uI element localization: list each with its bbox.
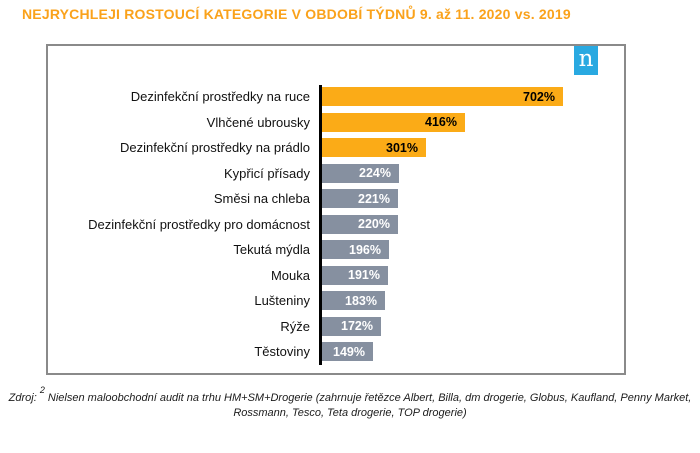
bar: 224% xyxy=(322,163,399,183)
chart-frame: n Dezinfekční prostředky na ruce 702% Vlhč… xyxy=(46,44,626,375)
bar-row: Směsi na chleba 221% xyxy=(48,189,624,208)
category-label: Rýže xyxy=(280,318,310,334)
category-label: Těstoviny xyxy=(254,344,310,359)
axis-baseline xyxy=(319,85,322,365)
bar: 149% xyxy=(322,342,373,361)
category-label: Dezinfekční prostředky pro domácnost xyxy=(88,216,310,232)
bar-row: Dezinfekční prostředky pro domácnost 220% xyxy=(48,214,624,234)
value-label: 196% xyxy=(349,242,381,257)
bar-rows: Dezinfekční prostředky na ruce 702% Vlhčen… xyxy=(48,87,624,361)
nielsen-logo: n xyxy=(574,46,598,75)
bar-row: Rýže 172% xyxy=(48,316,624,336)
bar-row: Tekutá mýdla 196% xyxy=(48,240,624,259)
value-label: 220% xyxy=(358,217,390,231)
value-label: 416% xyxy=(425,115,457,129)
source-note: Zdroj: 2 Nielsen maloobchodní audit na t… xyxy=(4,386,696,421)
bar: 301% xyxy=(322,138,426,157)
category-label: Tekutá mýdla xyxy=(233,242,310,257)
value-label: 183% xyxy=(345,293,377,308)
source-note-text: Nielsen maloobchodní audit na trhu HM+SM… xyxy=(47,392,692,419)
bar: 221% xyxy=(322,189,398,208)
bar: 196% xyxy=(322,240,389,259)
bar: 220% xyxy=(322,214,398,234)
chart-title: NEJRYCHLEJI ROSTOUCÍ KATEGORIE V OBDOBÍ … xyxy=(22,6,571,22)
value-label: 301% xyxy=(386,140,418,155)
value-label: 191% xyxy=(348,268,380,282)
category-label: Mouka xyxy=(270,267,310,283)
bar: 172% xyxy=(322,316,381,336)
value-label: 149% xyxy=(333,344,365,359)
bar-row: Těstoviny 149% xyxy=(48,342,624,361)
category-label: Vlhčené ubrousky xyxy=(206,114,310,130)
value-label: 702% xyxy=(523,89,555,104)
value-label: 172% xyxy=(341,319,373,333)
bar-row: Lušteniny 183% xyxy=(48,291,624,310)
value-label: 221% xyxy=(358,191,390,206)
category-label: Dezinfekční prostředky na prádlo xyxy=(119,140,310,155)
bar: 416% xyxy=(322,112,465,132)
bar-row: Mouka 191% xyxy=(48,265,624,285)
source-note-superscript: 2 xyxy=(39,385,45,396)
source-note-prefix: Zdroj: xyxy=(8,392,37,404)
category-label: Lušteniny xyxy=(254,293,310,308)
bar: 191% xyxy=(322,265,388,285)
bar-row: Kypřicí přísady 224% xyxy=(48,163,624,183)
nielsen-logo-letter: n xyxy=(578,46,594,72)
bar-row: Vlhčené ubrousky 416% xyxy=(48,112,624,132)
category-label: Dezinfekční prostředky na ruce xyxy=(130,89,310,104)
category-label: Směsi na chleba xyxy=(213,191,310,206)
bar: 183% xyxy=(322,291,385,310)
bar: 702% xyxy=(322,87,563,106)
value-label: 224% xyxy=(359,166,391,180)
category-label: Kypřicí přísady xyxy=(224,165,310,181)
bar-row: Dezinfekční prostředky na ruce 702% xyxy=(48,87,624,106)
bar-row: Dezinfekční prostředky na prádlo 301% xyxy=(48,138,624,157)
